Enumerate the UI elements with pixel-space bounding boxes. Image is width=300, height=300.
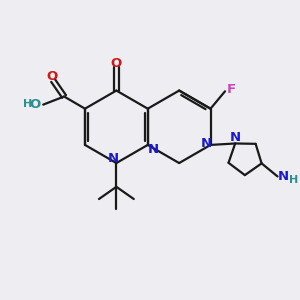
- Text: H: H: [289, 175, 298, 185]
- Text: N: N: [108, 152, 119, 165]
- Text: N: N: [201, 137, 212, 150]
- Text: N: N: [278, 170, 289, 183]
- Text: H: H: [23, 99, 32, 109]
- Text: N: N: [147, 143, 158, 156]
- Text: O: O: [111, 57, 122, 70]
- Text: N: N: [230, 131, 241, 144]
- Text: O: O: [46, 70, 57, 83]
- Text: O: O: [29, 98, 41, 110]
- Text: F: F: [226, 83, 236, 96]
